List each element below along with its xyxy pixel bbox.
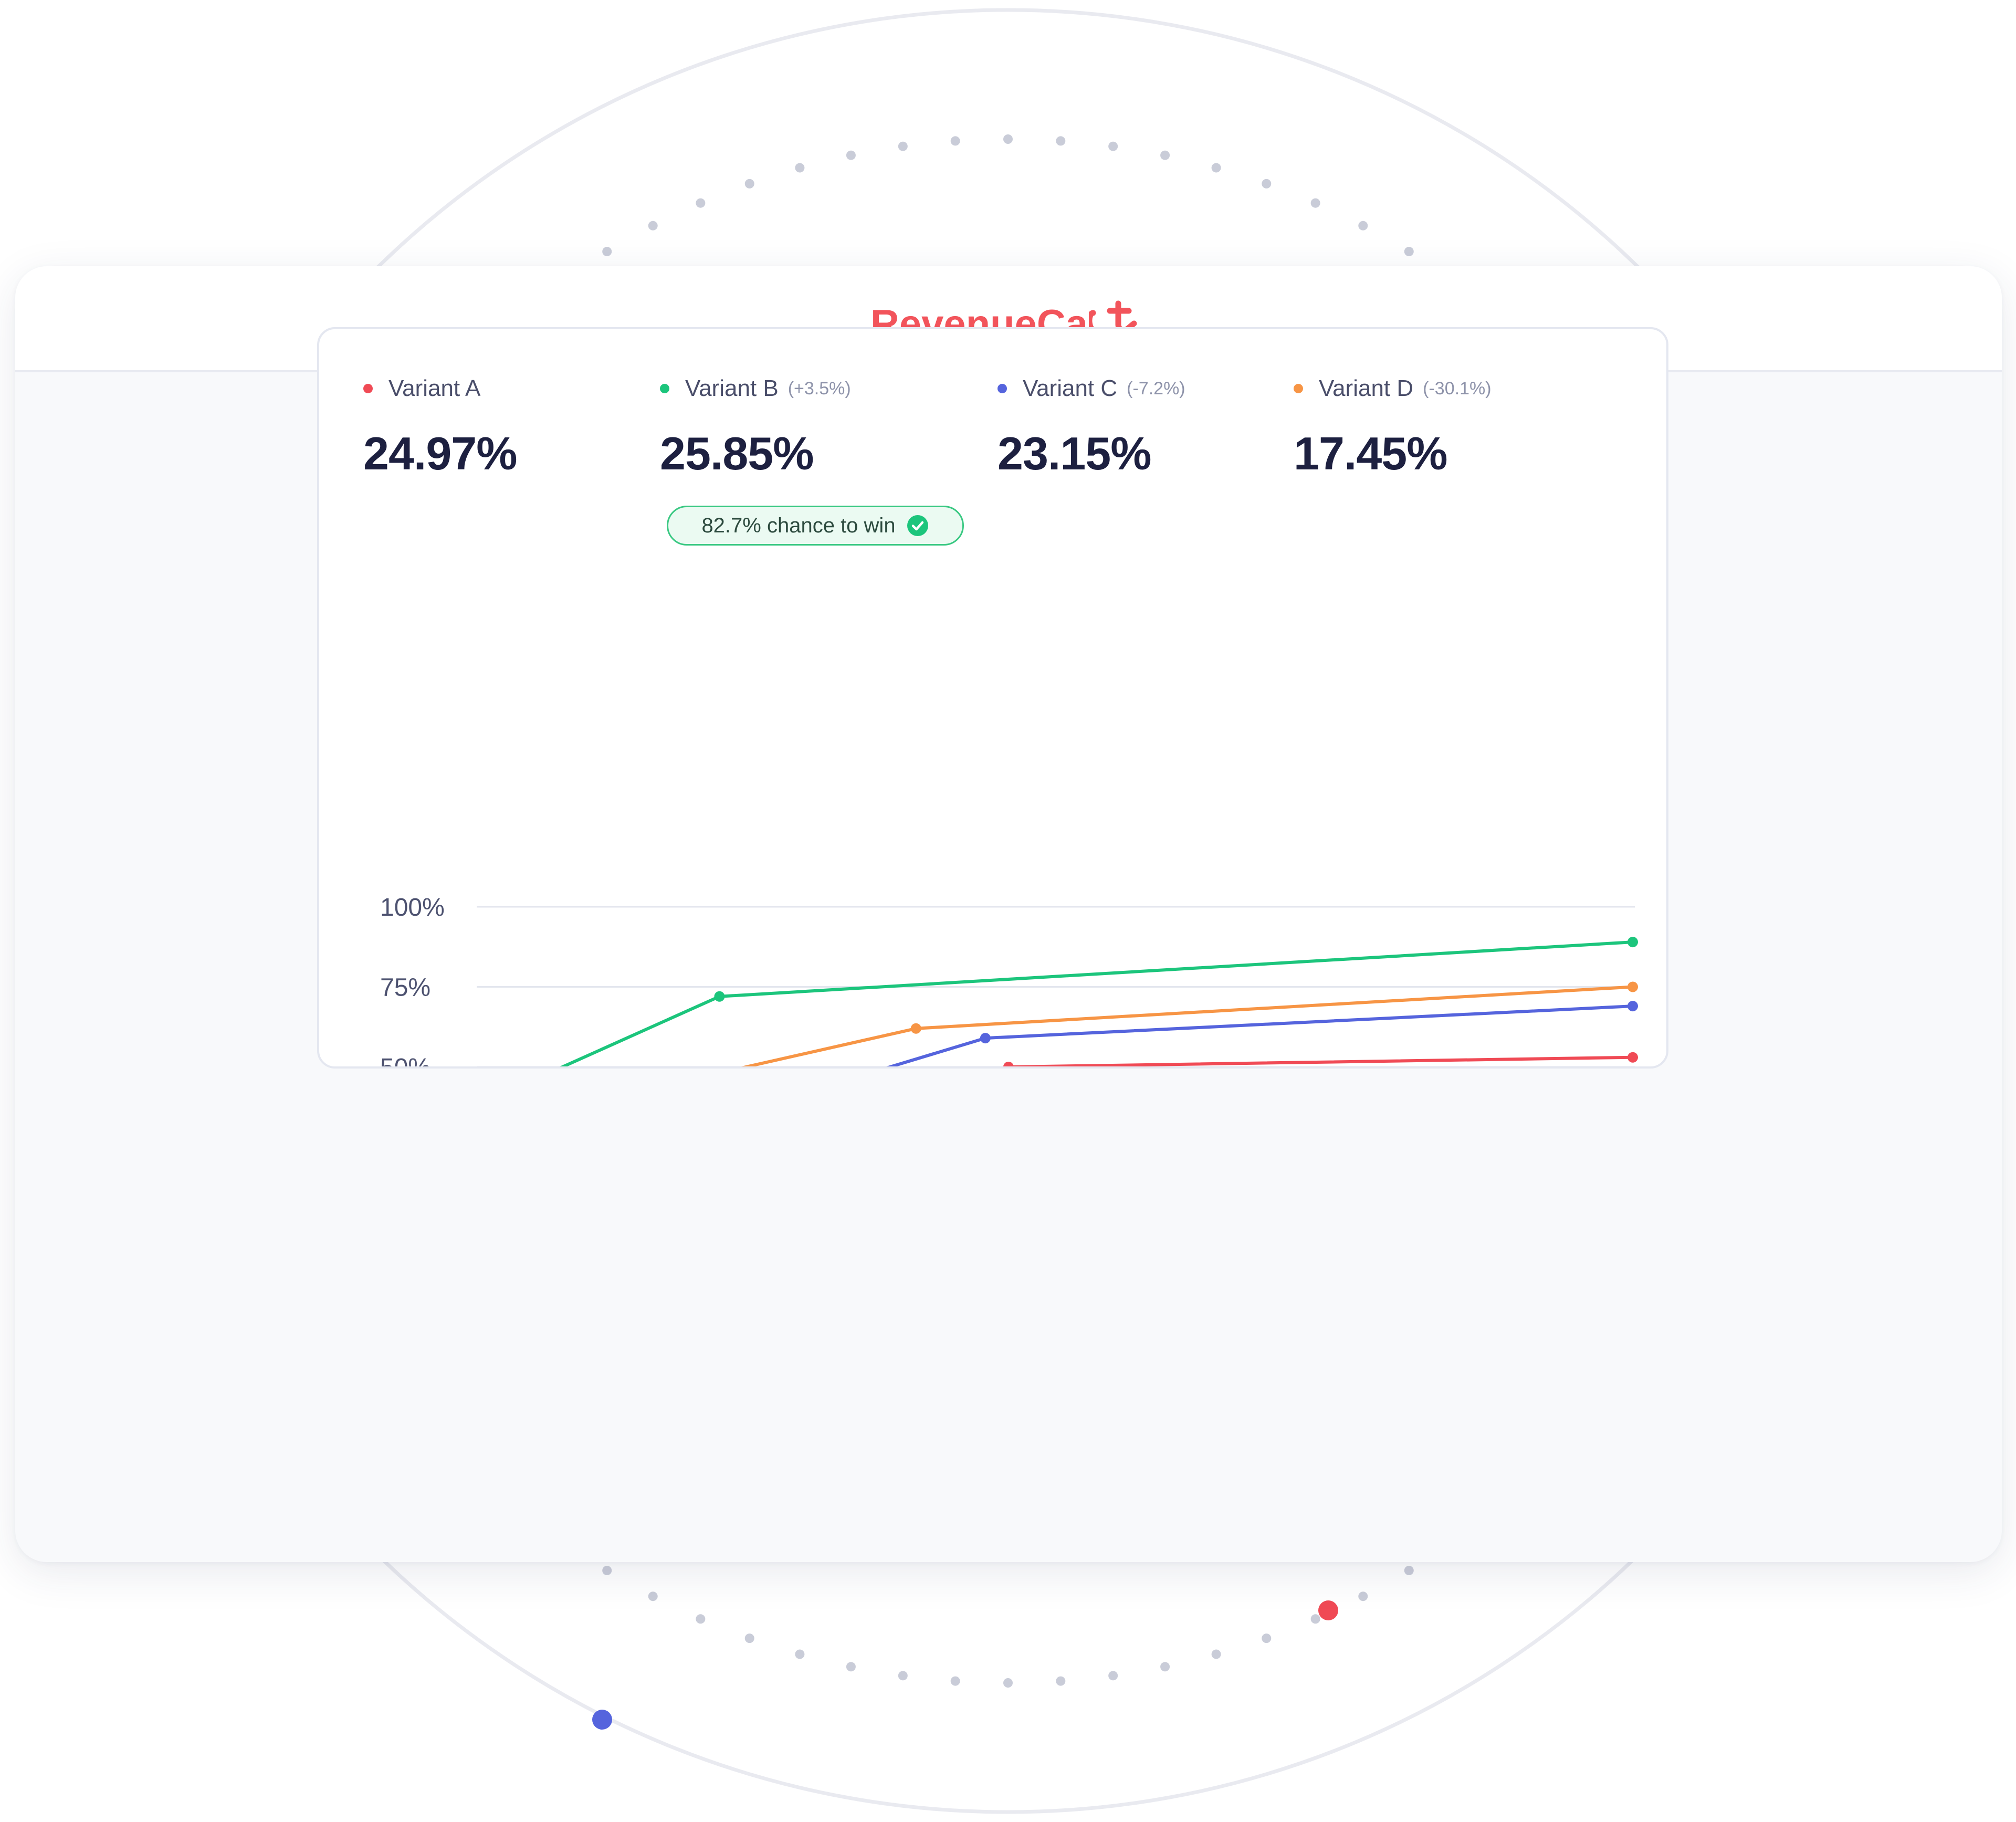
variant-b-summary: Variant B (+3.5%) 25.85%	[660, 375, 851, 480]
variant-c-summary: Variant C (-7.2%) 23.15%	[998, 375, 1185, 480]
series-line	[886, 1004, 1634, 1066]
ring-dot	[950, 136, 960, 146]
ring-dot	[1262, 1633, 1272, 1643]
variant-c-delta: (-7.2%)	[1127, 378, 1185, 399]
ring-dot	[1003, 1678, 1013, 1688]
ring-dot	[648, 221, 658, 231]
ring-dot	[1160, 150, 1170, 160]
data-point	[1628, 937, 1638, 948]
chart-gridlines	[477, 906, 1635, 1066]
ring-dot	[898, 1671, 908, 1681]
ring-dot	[950, 1676, 960, 1686]
data-point	[1628, 981, 1638, 992]
data-point	[1628, 1001, 1638, 1012]
y-tick-label: 75%	[380, 974, 430, 1002]
data-point	[1628, 1052, 1638, 1063]
ring-dot	[1056, 1676, 1066, 1686]
ring-dot	[795, 163, 805, 173]
ring-dot	[898, 141, 908, 151]
ring-dot	[1056, 136, 1066, 146]
ring-dot	[602, 1565, 612, 1575]
ring-dot	[744, 1633, 754, 1643]
ring-dot	[648, 1591, 658, 1601]
win-probability-text: 82.7% chance to win	[701, 514, 896, 537]
ring-dot	[602, 247, 612, 257]
ring-dot	[1310, 1614, 1320, 1624]
variant-c-value: 23.15%	[998, 427, 1151, 479]
variant-a-name: Variant A	[388, 375, 481, 401]
variant-a-value: 24.97%	[363, 427, 517, 479]
ring-marker-red	[1318, 1600, 1338, 1620]
series-variant-a	[1003, 1052, 1638, 1066]
check-circle-icon	[907, 515, 928, 536]
ring-dot	[744, 179, 754, 189]
win-probability-badge: 82.7% chance to win	[667, 506, 964, 546]
variant-d-value: 17.45%	[1294, 427, 1447, 479]
ring-dot	[1262, 179, 1272, 189]
data-point	[1003, 1062, 1014, 1066]
data-point	[714, 991, 725, 1002]
ring-dot	[1404, 1565, 1414, 1575]
variant-d-delta: (-30.1%)	[1423, 378, 1492, 399]
variant-d-name: Variant D	[1319, 375, 1414, 401]
variant-c-color-dot	[998, 384, 1007, 393]
y-tick-label: 100%	[380, 894, 445, 922]
ring-dot	[1358, 221, 1368, 231]
variant-b-name: Variant B	[685, 375, 779, 401]
y-axis-ticks: 0%25%50%75%100%	[380, 894, 445, 1066]
ring-dot	[846, 1662, 856, 1672]
series-variant-c	[886, 1001, 1638, 1066]
variant-c-name: Variant C	[1023, 375, 1118, 401]
variant-b-delta: (+3.5%)	[788, 378, 851, 399]
series-variant-d	[741, 981, 1638, 1066]
ring-dot	[1404, 247, 1414, 257]
variant-a-summary: Variant A 24.97%	[363, 375, 517, 480]
ring-dot	[1358, 1591, 1368, 1601]
variant-d-color-dot	[1294, 384, 1303, 393]
data-point	[910, 1023, 921, 1034]
ring-dot	[1310, 198, 1320, 208]
ring-dot	[1160, 1662, 1170, 1672]
line-chart: 0%25%50%75%100% May 08May 09May 10May 11…	[380, 894, 1638, 1066]
ring-dot	[1108, 1671, 1118, 1681]
variant-d-summary: Variant D (-30.1%) 17.45%	[1294, 375, 1492, 480]
series-variant-b	[560, 937, 1638, 1066]
variant-b-value: 25.85%	[660, 427, 814, 479]
ring-dot	[696, 1614, 706, 1624]
series-line	[1004, 1055, 1634, 1066]
ring-dot	[846, 150, 856, 160]
experiment-results-card: 0%25%50%75%100% May 08May 09May 10May 11…	[317, 327, 1668, 1069]
ring-dot	[696, 198, 706, 208]
series-line	[560, 940, 1634, 1066]
ring-dot	[1108, 141, 1118, 151]
ring-dot	[1211, 1649, 1221, 1659]
ring-dot	[795, 1649, 805, 1659]
ring-marker-blue	[592, 1710, 612, 1730]
data-point	[980, 1033, 991, 1044]
variant-b-color-dot	[660, 384, 669, 393]
ring-dot	[1003, 134, 1013, 144]
ring-dot	[1211, 163, 1221, 173]
y-tick-label: 50%	[380, 1054, 430, 1066]
variant-a-color-dot	[363, 384, 373, 393]
chart-series	[560, 937, 1638, 1066]
